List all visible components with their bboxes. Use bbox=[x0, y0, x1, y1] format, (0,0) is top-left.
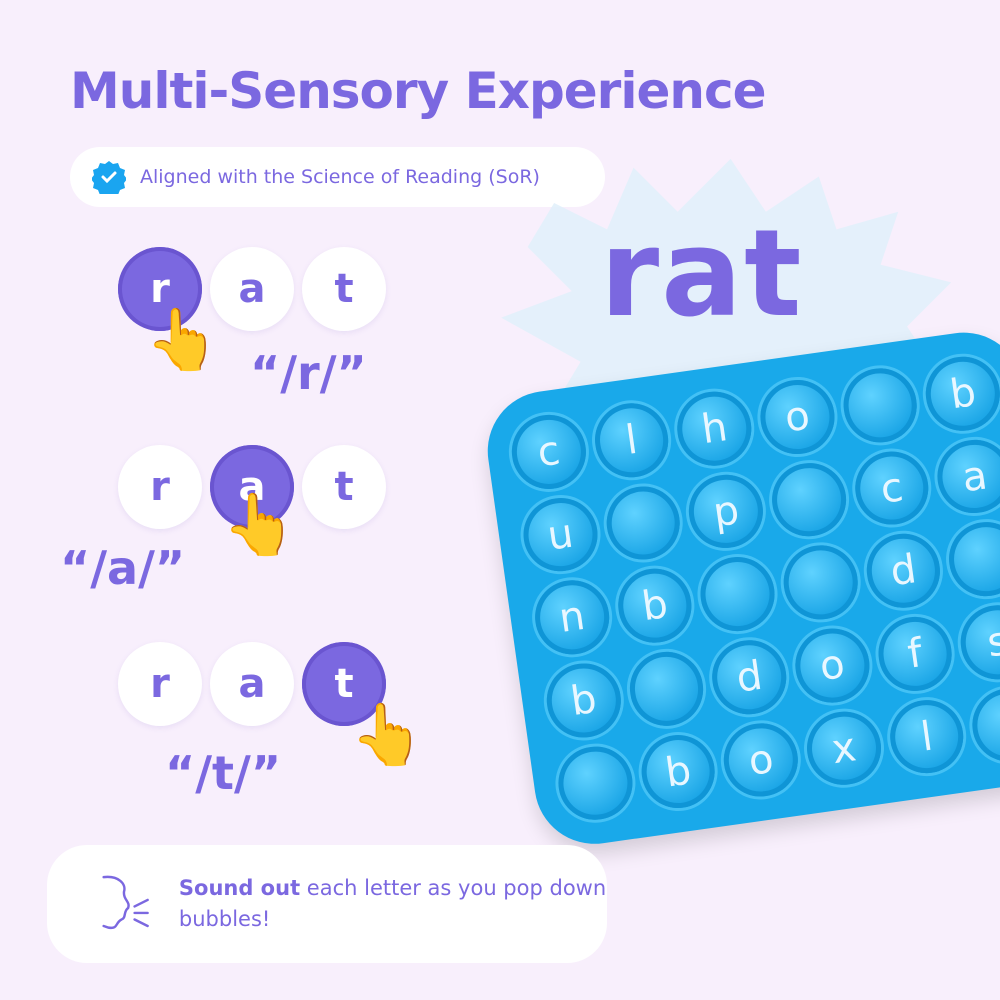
pop-bubble[interactable]: o bbox=[719, 718, 803, 802]
letter-bubble: r bbox=[118, 642, 202, 726]
pop-bubble[interactable] bbox=[944, 517, 1000, 601]
pop-bubble[interactable]: n bbox=[530, 575, 614, 660]
pop-bubble[interactable]: a bbox=[933, 434, 1000, 519]
letter-bubble: a bbox=[210, 247, 294, 331]
pop-bubble[interactable]: h bbox=[672, 386, 757, 471]
pop-bubble[interactable]: l bbox=[885, 695, 969, 779]
instruction-text: Sound out each letter as you pop down bu… bbox=[179, 873, 607, 935]
pointing-hand-icon: 👆 bbox=[350, 700, 425, 770]
pop-bubble[interactable] bbox=[601, 481, 685, 565]
letter-bubble: a bbox=[210, 642, 294, 726]
phoneme-label: “/r/” bbox=[250, 346, 367, 400]
instruction-bold: Sound out bbox=[178, 876, 301, 900]
letter-bubble: t bbox=[302, 642, 386, 726]
letter-bubble: t bbox=[302, 247, 386, 331]
pop-bubble[interactable]: c bbox=[850, 446, 934, 530]
letter-bubble: a bbox=[210, 445, 294, 529]
letter-bubble: r bbox=[118, 247, 202, 331]
phoneme-label: “/a/” bbox=[60, 541, 186, 595]
pop-bubble[interactable] bbox=[767, 458, 851, 542]
letter-bubble: r bbox=[118, 445, 202, 529]
pop-bubble[interactable] bbox=[696, 552, 780, 636]
pointing-hand-icon: 👆 bbox=[222, 490, 297, 560]
speaking-head-icon bbox=[102, 875, 149, 930]
pop-bubble[interactable]: l bbox=[589, 398, 674, 482]
pop-bubble[interactable]: b bbox=[542, 658, 626, 742]
pop-bubble[interactable] bbox=[967, 683, 1000, 767]
pop-bubble[interactable]: d bbox=[707, 635, 791, 719]
instruction-card: Sound out each letter as you pop down bu… bbox=[47, 845, 607, 963]
phoneme-label: “/t/” bbox=[165, 746, 282, 800]
sor-badge: Aligned with the Science of Reading (SoR… bbox=[70, 147, 605, 207]
pop-bubble[interactable] bbox=[624, 647, 709, 731]
pop-bubble[interactable]: x bbox=[802, 706, 886, 790]
pop-bubble[interactable]: c bbox=[507, 410, 591, 494]
pop-bubble[interactable]: o bbox=[755, 375, 839, 459]
page-title: Multi-Sensory Experience bbox=[70, 62, 767, 120]
pop-bubble[interactable]: f bbox=[873, 612, 957, 696]
splash-word: rat bbox=[600, 205, 804, 344]
pop-bubble[interactable]: p bbox=[684, 469, 768, 553]
pop-bubble[interactable] bbox=[838, 363, 922, 447]
pointing-hand-icon: 👆 bbox=[145, 305, 220, 375]
pop-bubble[interactable]: b bbox=[921, 351, 1000, 436]
pop-bubble[interactable]: d bbox=[861, 529, 946, 613]
letter-bubble: t bbox=[302, 445, 386, 529]
verified-check-icon bbox=[92, 161, 126, 194]
pop-bubble[interactable]: s bbox=[956, 600, 1000, 684]
instruction-rest: each letter as you pop down bubbles! bbox=[178, 876, 607, 931]
pop-bubble[interactable] bbox=[553, 741, 637, 825]
pop-bubble[interactable]: b bbox=[613, 564, 697, 648]
pop-bubble[interactable] bbox=[778, 540, 863, 625]
badge-label: Aligned with the Science of Reading (SoR… bbox=[140, 166, 540, 188]
pop-bubble[interactable]: b bbox=[636, 729, 720, 814]
pop-bubble[interactable]: u bbox=[518, 493, 602, 577]
pop-bubble[interactable]: o bbox=[790, 623, 874, 708]
